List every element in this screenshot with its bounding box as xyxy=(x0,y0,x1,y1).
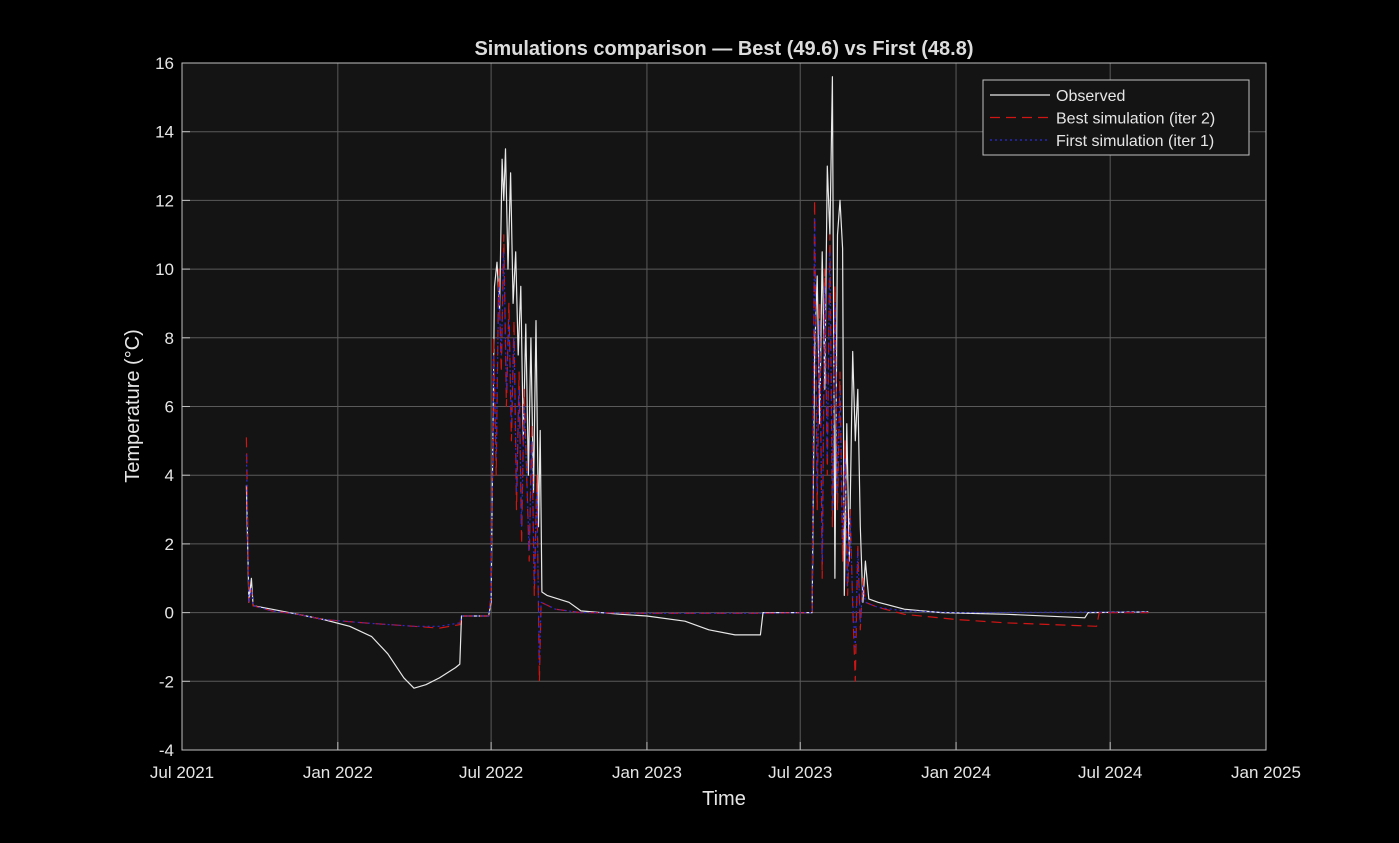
y-tick-label: 8 xyxy=(165,329,174,348)
y-axis-title: Temperature (°C) xyxy=(122,329,144,483)
series-line-1 xyxy=(245,76,1149,689)
y-tick-label: 10 xyxy=(155,260,174,279)
y-tick-label: 12 xyxy=(155,191,174,210)
y-tick-label: -2 xyxy=(159,672,174,691)
x-tick-label: Jan 2023 xyxy=(612,763,682,782)
x-axis-title: Time xyxy=(702,788,746,810)
series-line-2 xyxy=(245,199,1149,682)
legend-label-1: Observed xyxy=(1056,88,1125,105)
legend-label-3: First simulation (iter 1) xyxy=(1056,133,1214,150)
x-tick-label: Jan 2022 xyxy=(303,763,373,782)
x-tick-label: Jan 2024 xyxy=(921,763,991,782)
chart-title: Simulations comparison — Best (49.6) vs … xyxy=(474,38,973,60)
legend: Observed Best simulation (iter 2) First si… xyxy=(982,79,1250,156)
y-tick-label: 2 xyxy=(165,535,174,554)
y-axis: -4 -2 0 2 4 6 8 10 12 14 16 xyxy=(155,54,190,760)
legend-label-2: Best simulation (iter 2) xyxy=(1056,111,1215,128)
x-tick-label: Jan 2025 xyxy=(1231,763,1301,782)
y-tick-label: 6 xyxy=(165,398,174,417)
y-tick-label: -4 xyxy=(159,741,174,760)
series-line-3 xyxy=(245,217,1149,665)
x-tick-label: Jul 2022 xyxy=(459,763,523,782)
x-axis: Jul 2021 Jan 2022 Jul 2022 Jan 2023 Jul 2023… xyxy=(150,742,1301,782)
x-tick-label: Jul 2023 xyxy=(768,763,832,782)
y-tick-label: 0 xyxy=(165,604,174,623)
y-tick-label: 14 xyxy=(155,123,174,142)
y-tick-label: 4 xyxy=(165,466,174,485)
y-tick-label: 16 xyxy=(155,54,174,73)
series-layer xyxy=(245,76,1149,689)
x-tick-label: Jul 2024 xyxy=(1078,763,1142,782)
x-tick-label: Jul 2021 xyxy=(150,763,214,782)
